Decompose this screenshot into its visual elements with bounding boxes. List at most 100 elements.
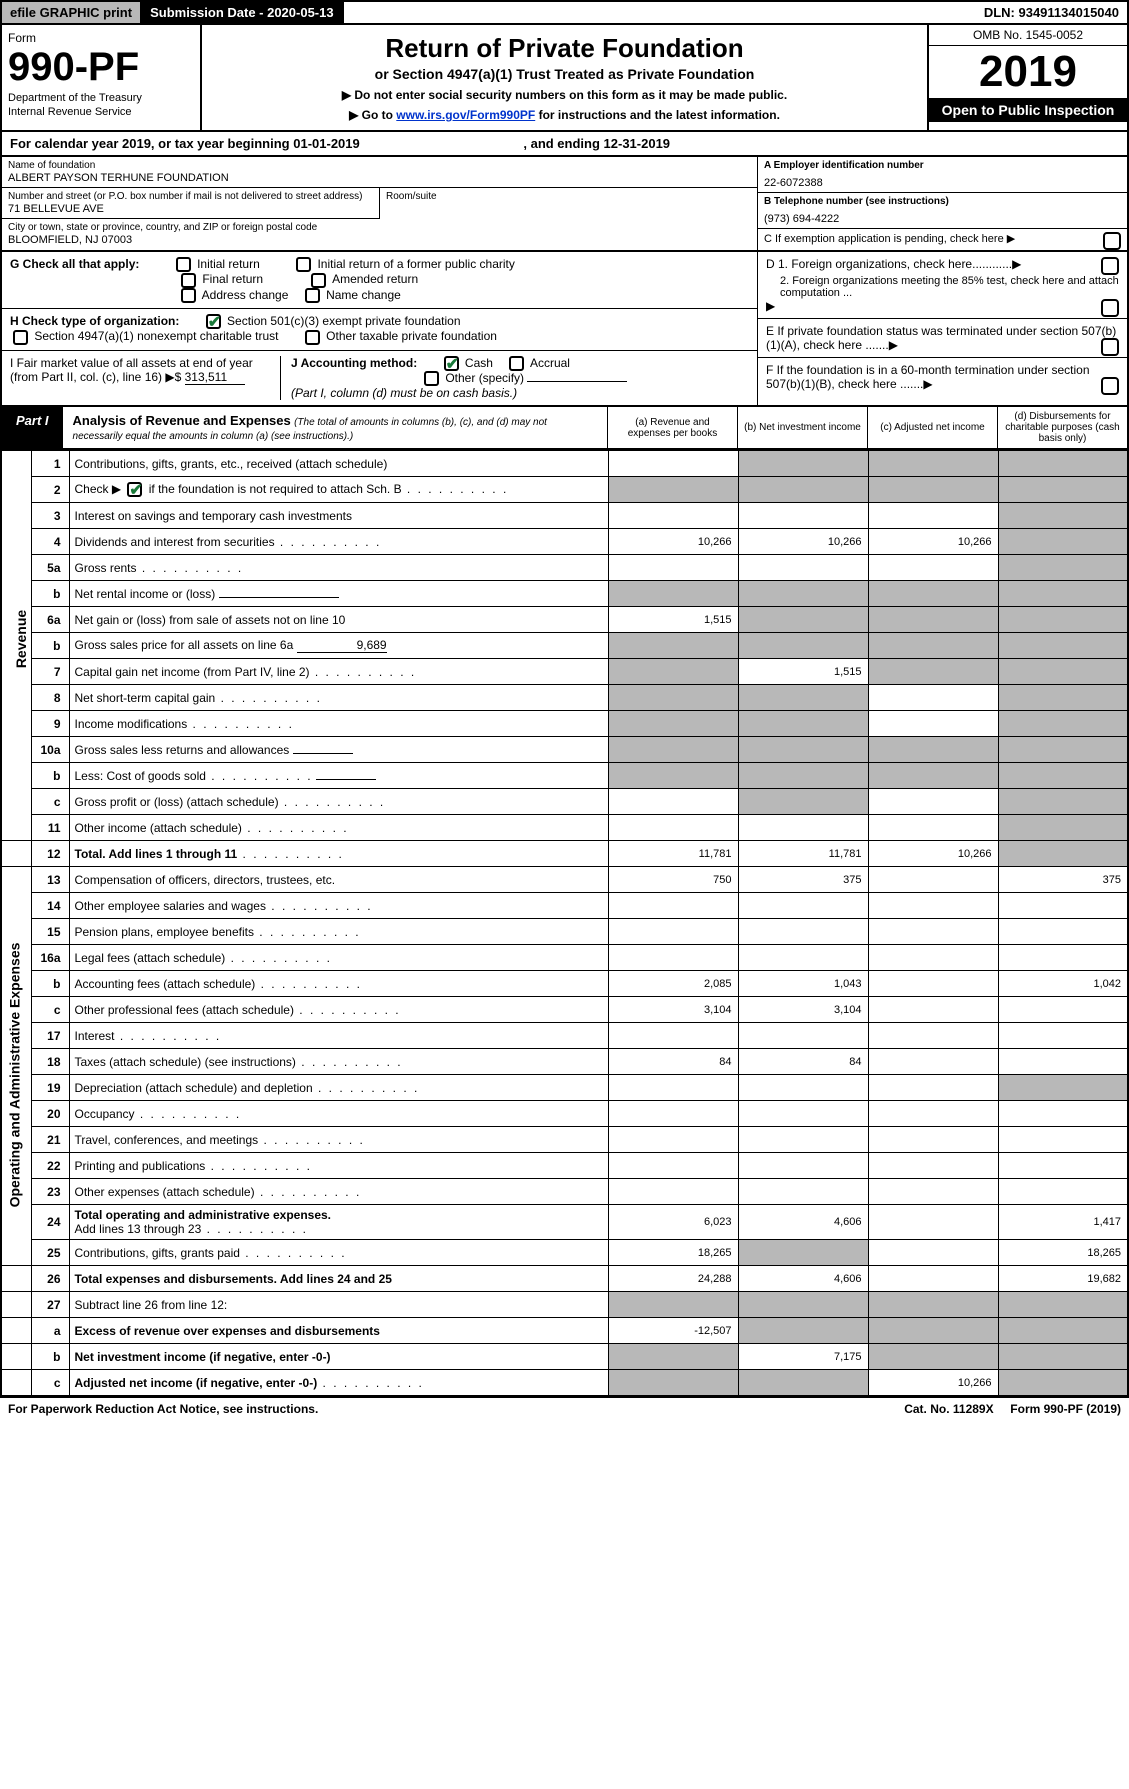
foot-form: Form 990-PF (2019) — [1010, 1402, 1121, 1416]
top-bar: efile GRAPHIC print Submission Date - 20… — [0, 0, 1129, 25]
g-amended-checkbox[interactable] — [311, 273, 326, 288]
r4-a: 10,266 — [608, 529, 738, 555]
r15-desc: Pension plans, employee benefits — [75, 925, 254, 939]
r27c-c: 10,266 — [868, 1370, 998, 1396]
g-name-checkbox[interactable] — [305, 288, 320, 303]
r11-num: 11 — [31, 815, 69, 841]
j-note: (Part I, column (d) must be on cash basi… — [291, 386, 517, 400]
e-checkbox[interactable] — [1101, 338, 1119, 356]
addr-label: Number and street (or P.O. box number if… — [8, 191, 373, 202]
h-label: H Check type of organization: — [10, 314, 179, 328]
r4-num: 4 — [31, 529, 69, 555]
note2-post: for instructions and the latest informat… — [535, 108, 780, 122]
r6a-a: 1,515 — [608, 607, 738, 633]
g-label: G Check all that apply: — [10, 257, 139, 271]
g-initial-former: Initial return of a former public charit… — [317, 257, 514, 271]
r24-d: 1,417 — [998, 1205, 1128, 1240]
r5a-desc: Gross rents — [75, 561, 137, 575]
g-row: G Check all that apply: Initial return I… — [2, 252, 757, 309]
city-label: City or town, state or province, country… — [8, 222, 751, 233]
r18-desc: Taxes (attach schedule) (see instruction… — [75, 1055, 296, 1069]
ein-label: A Employer identification number — [764, 160, 1121, 171]
d1-checkbox[interactable] — [1101, 257, 1119, 275]
r10b-num: b — [31, 763, 69, 789]
j-cash-checkbox[interactable] — [444, 356, 459, 371]
j-label: J Accounting method: — [291, 356, 417, 370]
calendar-row: For calendar year 2019, or tax year begi… — [0, 132, 1129, 157]
r27b-desc: Net investment income (if negative, ente… — [75, 1350, 331, 1364]
note2-pre: ▶ Go to — [349, 108, 396, 122]
d2: 2. Foreign organizations meeting the 85%… — [766, 275, 1119, 299]
r22-num: 22 — [31, 1153, 69, 1179]
r16c-num: c — [31, 997, 69, 1023]
r10b-desc: Less: Cost of goods sold — [75, 769, 206, 783]
r13-a: 750 — [608, 867, 738, 893]
h-4947-checkbox[interactable] — [13, 330, 28, 345]
r25-num: 25 — [31, 1240, 69, 1266]
foundation-name: ALBERT PAYSON TERHUNE FOUNDATION — [8, 172, 751, 184]
r24-num: 24 — [31, 1205, 69, 1240]
r16b-a: 2,085 — [608, 971, 738, 997]
r22-desc: Printing and publications — [75, 1159, 206, 1173]
r13-desc: Compensation of officers, directors, tru… — [69, 867, 608, 893]
omb: OMB No. 1545-0052 — [929, 25, 1127, 46]
col-c: (c) Adjusted net income — [867, 407, 997, 448]
r6b-desc: Gross sales price for all assets on line… — [75, 638, 294, 652]
r16c-a: 3,104 — [608, 997, 738, 1023]
r5b-num: b — [31, 581, 69, 607]
h-other-checkbox[interactable] — [305, 330, 320, 345]
r7-num: 7 — [31, 659, 69, 685]
foot-left: For Paperwork Reduction Act Notice, see … — [8, 1402, 318, 1416]
h-4947: Section 4947(a)(1) nonexempt charitable … — [34, 329, 278, 343]
r18-b: 84 — [738, 1049, 868, 1075]
r24-a: 6,023 — [608, 1205, 738, 1240]
h-501-checkbox[interactable] — [206, 314, 221, 329]
r16b-desc: Accounting fees (attach schedule) — [75, 977, 256, 991]
col-d: (d) Disbursements for charitable purpose… — [997, 407, 1127, 448]
r26-b: 4,606 — [738, 1266, 868, 1292]
r6b-val: 9,689 — [297, 638, 387, 653]
r23-desc: Other expenses (attach schedule) — [75, 1185, 255, 1199]
r14-desc: Other employee salaries and wages — [75, 899, 266, 913]
efile-button[interactable]: efile GRAPHIC print — [2, 2, 142, 23]
form-word: Form — [8, 31, 194, 45]
address: 71 BELLEVUE AVE — [8, 203, 373, 215]
r8-desc: Net short-term capital gain — [75, 691, 216, 705]
part1-tab: Part I — [2, 407, 63, 448]
j-accrual-checkbox[interactable] — [509, 356, 524, 371]
r26-desc: Total expenses and disbursements. Add li… — [75, 1272, 392, 1286]
d2-checkbox[interactable] — [1101, 299, 1119, 317]
cal-mid: , and ending — [523, 136, 603, 151]
g-addr-checkbox[interactable] — [181, 288, 196, 303]
r16b-d: 1,042 — [998, 971, 1128, 997]
irs-link[interactable]: www.irs.gov/Form990PF — [396, 108, 535, 122]
r27b-num: b — [31, 1344, 69, 1370]
form-title: Return of Private Foundation — [210, 33, 919, 64]
r2-checkbox[interactable] — [127, 482, 142, 497]
id-block: Name of foundation ALBERT PAYSON TERHUNE… — [0, 157, 1129, 252]
cal-begin: 01-01-2019 — [293, 136, 360, 151]
r27a-a: -12,507 — [608, 1318, 738, 1344]
c-checkbox[interactable] — [1103, 232, 1121, 250]
r13-d: 375 — [998, 867, 1128, 893]
r26-a: 24,288 — [608, 1266, 738, 1292]
r26-d: 19,682 — [998, 1266, 1128, 1292]
r6a-desc: Net gain or (loss) from sale of assets n… — [69, 607, 608, 633]
r16b-b: 1,043 — [738, 971, 868, 997]
h-row: H Check type of organization: Section 50… — [2, 309, 757, 351]
g-final-checkbox[interactable] — [181, 273, 196, 288]
dln: DLN: 93491134015040 — [976, 2, 1127, 23]
j-accrual: Accrual — [530, 356, 570, 370]
r9-num: 9 — [31, 711, 69, 737]
ein: 22-6072388 — [764, 177, 1121, 189]
r18-a: 84 — [608, 1049, 738, 1075]
r5b-desc: Net rental income or (loss) — [75, 587, 216, 601]
r1-num: 1 — [31, 451, 69, 477]
g-initial-checkbox[interactable] — [176, 257, 191, 272]
r25-desc: Contributions, gifts, grants paid — [75, 1246, 240, 1260]
j-other-checkbox[interactable] — [424, 371, 439, 386]
r10a-num: 10a — [31, 737, 69, 763]
footer: For Paperwork Reduction Act Notice, see … — [0, 1397, 1129, 1420]
g-initial-former-checkbox[interactable] — [296, 257, 311, 272]
f-checkbox[interactable] — [1101, 377, 1119, 395]
